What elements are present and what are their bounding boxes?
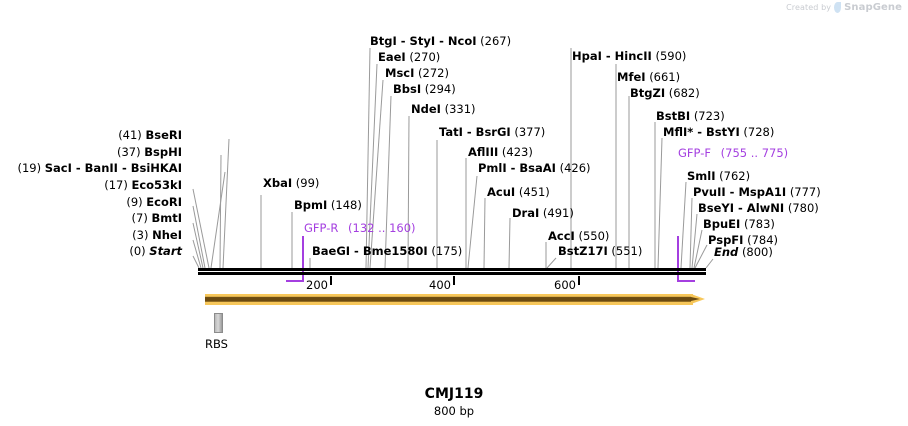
snapgene-leaf-icon: [834, 2, 842, 13]
site-label-bseyi[interactable]: BseYI - AlwNI (780): [698, 201, 819, 215]
site-label-bbsi[interactable]: BbsI (294): [393, 82, 456, 96]
site-label-pmli[interactable]: PmlI - BsaAI (426): [478, 161, 591, 175]
primer-label-gfp-r[interactable]: GFP-R (132 .. 160): [304, 221, 416, 235]
site-label-saci[interactable]: (19) SacI - BanII - BsiHKAI: [17, 161, 182, 175]
sequence-backbone[interactable]: [198, 268, 706, 275]
site-label-msci[interactable]: MscI (272): [385, 66, 449, 80]
page-title: CMJ119: [424, 386, 484, 402]
site-label-drai[interactable]: DraI (491): [512, 206, 574, 220]
ruler-label-200: 200: [306, 278, 328, 292]
site-label-eco53ki[interactable]: (17) Eco53kI: [104, 178, 182, 192]
ruler-label-400: 400: [429, 278, 451, 292]
site-label-acui[interactable]: AcuI (451): [487, 185, 550, 199]
site-label-smli[interactable]: SmlI (762): [687, 169, 751, 183]
site-label-mfei[interactable]: MfeI (661): [617, 70, 681, 84]
rbs-feature-box[interactable]: [214, 313, 223, 333]
ruler-tick-400: [453, 276, 455, 285]
ruler-tick-600: [578, 276, 580, 285]
site-label-mfli[interactable]: MflI* - BstYI (728): [663, 125, 775, 139]
site-label-acci[interactable]: AccI (550): [548, 229, 610, 243]
site-label-hpai[interactable]: HpaI - HincII (590): [572, 49, 687, 63]
orf-arrow-head-core: [691, 297, 700, 301]
orf-arrow-body: [205, 294, 693, 305]
site-label-btgi[interactable]: BtgI - StyI - NcoI (267): [370, 34, 512, 48]
primer-marker-gfp-r-tail: [286, 280, 304, 282]
sequence-length-label: 800 bp: [433, 404, 475, 418]
site-label-nhei[interactable]: (3) NheI: [132, 228, 182, 242]
watermark-brand: SnapGene: [844, 2, 902, 13]
site-label-bsphi[interactable]: (37) BspHI: [116, 145, 182, 159]
rbs-feature-label: RBS: [205, 337, 228, 351]
site-label-bstz17i[interactable]: BstZ17I (551): [558, 244, 643, 258]
backbone-bottom-strand: [198, 272, 706, 275]
backbone-top-strand: [198, 268, 706, 271]
site-label-afliii[interactable]: AflIII (423): [468, 145, 533, 159]
ruler-label-600: 600: [554, 278, 576, 292]
site-label-bpmi[interactable]: BpmI (148): [294, 198, 362, 212]
site-label-xbai[interactable]: XbaI (99): [263, 176, 320, 190]
site-label-ndei[interactable]: NdeI (331): [411, 102, 476, 116]
site-label-start[interactable]: (0) Start: [129, 244, 182, 258]
site-label-tati[interactable]: TatI - BsrGI (377): [439, 125, 546, 139]
primer-marker-gfp-r-vertical: [302, 236, 304, 282]
site-label-btgzi[interactable]: BtgZI (682): [630, 86, 700, 100]
site-label-end[interactable]: End (800): [714, 245, 773, 259]
site-label-bseri[interactable]: (41) BseRI: [118, 128, 182, 142]
site-label-pspfi[interactable]: PspFI (784): [708, 233, 779, 247]
site-label-eaei[interactable]: EaeI (270): [378, 50, 441, 64]
ruler-tick-200: [330, 276, 332, 285]
orf-arrow-feature[interactable]: [205, 294, 705, 305]
site-label-baegi[interactable]: BaeGI - Bme1580I (175): [312, 244, 463, 258]
primer-marker-gfp-f-tail: [677, 280, 695, 282]
site-label-bpuei[interactable]: BpuEI (783): [703, 217, 775, 231]
primer-label-gfp-f[interactable]: GFP-F (755 .. 775): [678, 146, 789, 160]
primer-marker-gfp-f-vertical: [677, 236, 679, 282]
watermark-created-by: Created by: [786, 3, 832, 12]
site-label-ecori[interactable]: (9) EcoRI: [126, 195, 182, 209]
snapgene-watermark: Created by SnapGene: [786, 2, 902, 13]
site-label-bstbi[interactable]: BstBI (723): [656, 109, 725, 123]
site-label-pvuii[interactable]: PvuII - MspA1I (777): [693, 185, 821, 199]
site-label-bmti[interactable]: (7) BmtI: [131, 211, 182, 225]
